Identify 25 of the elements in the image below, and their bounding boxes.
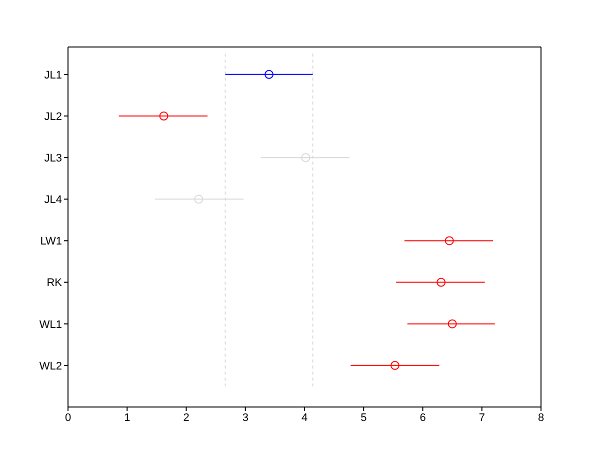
point [264, 70, 274, 79]
point [444, 236, 454, 246]
point [159, 112, 168, 121]
point [448, 319, 457, 328]
point [436, 278, 446, 287]
x-tick-label: 2 [183, 412, 190, 424]
x-tick-label: 6 [420, 412, 426, 424]
y-tick-label: WL2 [39, 360, 62, 372]
point [194, 194, 204, 204]
point [301, 153, 310, 162]
y-tick-label: WL1 [39, 318, 62, 331]
y-tick-label: LW1 [40, 236, 62, 248]
y-tick-label: RK [46, 277, 63, 290]
x-tick-label: 7 [478, 412, 485, 424]
x-tick-label: 5 [360, 412, 367, 424]
x-tick-label: 3 [242, 412, 248, 424]
y-tick-label: JL3 [44, 152, 62, 164]
y-tick-label: JL1 [44, 69, 62, 82]
x-tick-label: 8 [538, 412, 544, 424]
x-tick-label: 4 [301, 412, 308, 424]
y-tick-label: JL4 [44, 194, 62, 206]
x-tick-label: 1 [124, 412, 130, 424]
x-tick-label: 0 [64, 412, 72, 424]
point [390, 360, 400, 370]
y-tick-label: JL2 [44, 110, 62, 123]
